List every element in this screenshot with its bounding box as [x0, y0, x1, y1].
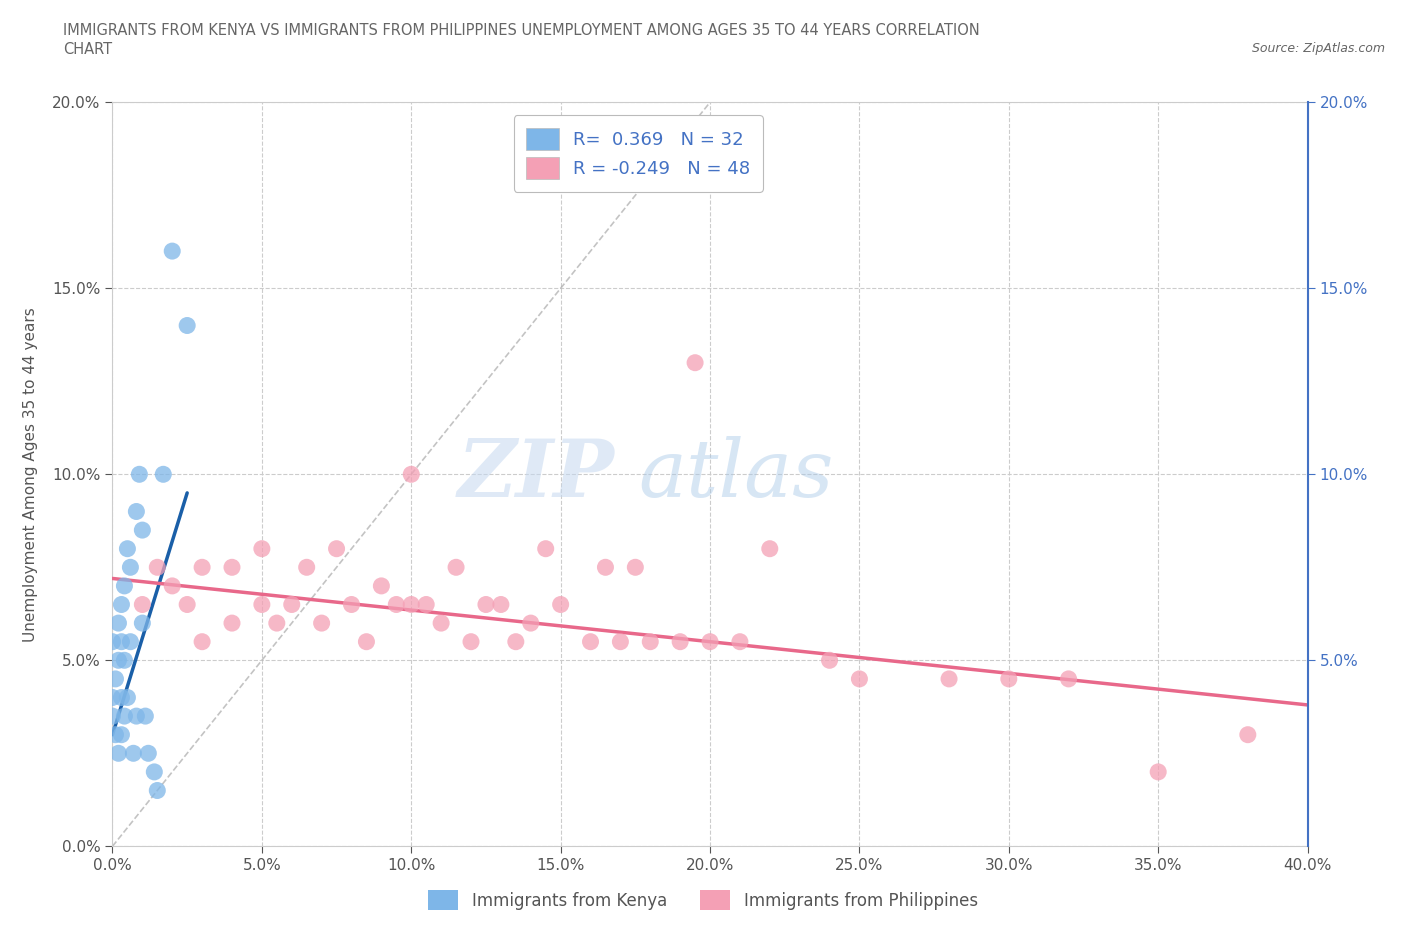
Point [110, 690, 132, 705]
Point [415, 597, 437, 612]
Point [640, 634, 662, 649]
Point [1237, 727, 1260, 742]
Point [125, 504, 148, 519]
Point [143, 764, 166, 779]
Text: atlas: atlas [638, 435, 834, 513]
Point [120, 634, 142, 649]
Point [938, 671, 960, 686]
Point [998, 671, 1021, 686]
Point [131, 597, 153, 612]
Point [505, 634, 527, 649]
Point [114, 578, 135, 593]
Point [624, 560, 647, 575]
Point [110, 634, 132, 649]
Point [107, 653, 129, 668]
Point [683, 355, 706, 370]
Point [125, 709, 148, 724]
Text: Source: ZipAtlas.com: Source: ZipAtlas.com [1251, 42, 1385, 55]
Point [122, 746, 145, 761]
Point [430, 616, 453, 631]
Point [221, 560, 243, 575]
Point [550, 597, 572, 612]
Text: ZIP: ZIP [457, 435, 614, 513]
Point [489, 597, 512, 612]
Point [107, 616, 129, 631]
Point [609, 634, 631, 649]
Point [101, 634, 124, 649]
Point [728, 634, 751, 649]
Point [146, 783, 169, 798]
Point [131, 523, 153, 538]
Point [818, 653, 841, 668]
Point [325, 541, 347, 556]
Point [146, 560, 169, 575]
Point [311, 616, 333, 631]
Point [295, 560, 318, 575]
Point [104, 671, 127, 686]
Point [848, 671, 870, 686]
Point [699, 634, 721, 649]
Point [191, 634, 214, 649]
Point [114, 653, 135, 668]
Point [460, 634, 482, 649]
Point [1147, 764, 1170, 779]
Point [120, 560, 142, 575]
Point [759, 541, 782, 556]
Point [117, 690, 139, 705]
Point [385, 597, 408, 612]
Point [110, 727, 132, 742]
Text: CHART: CHART [63, 42, 112, 57]
Point [356, 634, 378, 649]
Point [266, 616, 288, 631]
Point [128, 467, 150, 482]
Legend: R=  0.369   N = 32, R = -0.249   N = 48: R= 0.369 N = 32, R = -0.249 N = 48 [513, 115, 763, 192]
Point [176, 597, 198, 612]
Point [101, 709, 124, 724]
Point [134, 709, 156, 724]
Point [401, 467, 423, 482]
Point [101, 690, 124, 705]
Point [579, 634, 602, 649]
Point [104, 727, 127, 742]
Point [117, 541, 139, 556]
Point [370, 578, 392, 593]
Point [162, 578, 183, 593]
Point [191, 560, 214, 575]
Point [176, 318, 198, 333]
Text: IMMIGRANTS FROM KENYA VS IMMIGRANTS FROM PHILIPPINES UNEMPLOYMENT AMONG AGES 35 : IMMIGRANTS FROM KENYA VS IMMIGRANTS FROM… [63, 23, 980, 38]
Point [475, 597, 498, 612]
Legend: Immigrants from Kenya, Immigrants from Philippines: Immigrants from Kenya, Immigrants from P… [422, 884, 984, 917]
Point [444, 560, 467, 575]
Point [340, 597, 363, 612]
Point [221, 616, 243, 631]
Point [162, 244, 183, 259]
Point [250, 597, 273, 612]
Point [534, 541, 557, 556]
Point [110, 597, 132, 612]
Point [669, 634, 692, 649]
Point [520, 616, 543, 631]
Point [152, 467, 174, 482]
Point [595, 560, 617, 575]
Point [281, 597, 304, 612]
Y-axis label: Unemployment Among Ages 35 to 44 years: Unemployment Among Ages 35 to 44 years [24, 307, 38, 642]
Point [131, 616, 153, 631]
Point [107, 746, 129, 761]
Point [138, 746, 160, 761]
Point [250, 541, 273, 556]
Point [114, 709, 135, 724]
Point [401, 597, 423, 612]
Point [1057, 671, 1080, 686]
